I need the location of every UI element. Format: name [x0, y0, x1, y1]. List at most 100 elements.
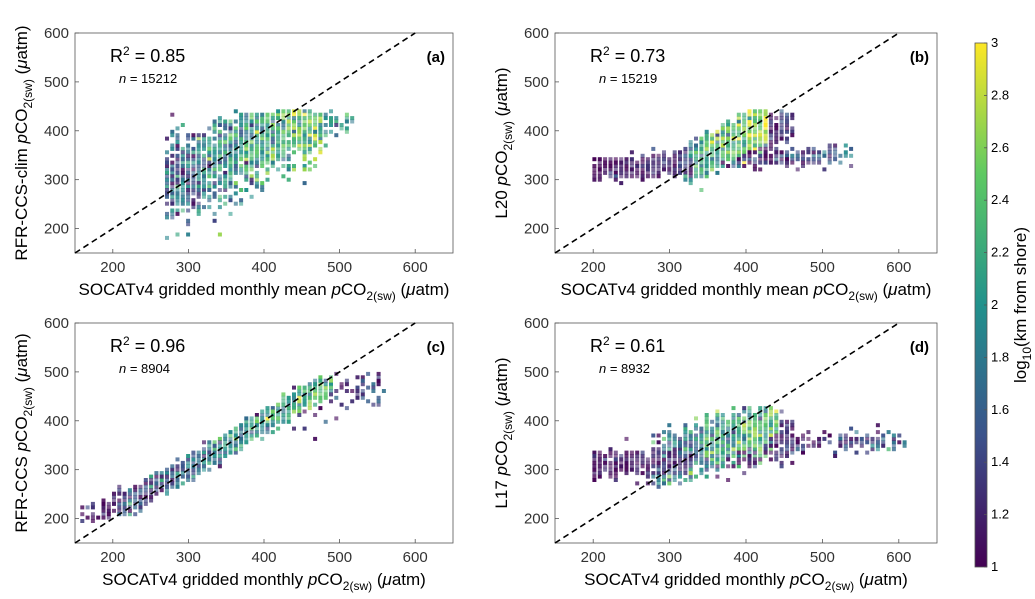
heatmap-cell	[688, 181, 693, 186]
heatmap-cell	[170, 481, 175, 486]
heatmap-cell	[704, 160, 709, 165]
heatmap-cell	[244, 423, 249, 428]
heatmap-cell	[239, 198, 244, 203]
heatmap-cell	[619, 174, 624, 179]
heatmap-cell	[202, 153, 206, 158]
heatmap-cell	[726, 146, 731, 151]
heatmap-cell	[260, 150, 265, 155]
heatmap-cell	[656, 447, 661, 452]
heatmap-cell	[849, 153, 854, 158]
heatmap-cell	[758, 430, 763, 435]
heatmap-cell	[667, 481, 672, 486]
heatmap-cell	[297, 119, 302, 124]
heatmap-cell	[175, 160, 180, 165]
heatmap-cell	[833, 143, 838, 148]
heatmap-cell	[624, 174, 629, 179]
heatmap-cell	[726, 440, 731, 445]
heatmap-cell	[656, 454, 661, 458]
heatmap-cell	[747, 460, 752, 465]
heatmap-cell	[806, 157, 811, 162]
heatmap-cell	[202, 136, 206, 141]
heatmap-cell	[768, 153, 773, 158]
heatmap-cell	[254, 426, 259, 431]
heatmap-cell	[244, 167, 249, 172]
heatmap-cell	[715, 443, 720, 448]
heatmap-cell	[175, 457, 180, 462]
heatmap-cell	[619, 167, 624, 172]
heatmap-cell	[175, 140, 180, 145]
heatmap-cell	[662, 471, 666, 476]
heatmap-cell	[774, 146, 779, 151]
heatmap-cell	[191, 478, 196, 482]
heatmap-cell	[186, 191, 191, 196]
heatmap-cell	[747, 140, 752, 145]
heatmap-cell	[785, 164, 789, 168]
heatmap-cell	[806, 436, 811, 441]
heatmap-cell	[597, 457, 602, 462]
heatmap-cell	[678, 460, 682, 465]
heatmap-cell	[207, 146, 212, 151]
heatmap-cell	[726, 464, 731, 469]
heatmap-cell	[672, 447, 677, 452]
heatmap-cell	[827, 153, 832, 158]
heatmap-cell	[731, 140, 736, 145]
heatmap-cell	[902, 440, 907, 445]
heatmap-cell	[752, 454, 757, 458]
heatmap-cell	[720, 436, 725, 441]
heatmap-cell	[223, 447, 228, 452]
heatmap-cell	[694, 416, 698, 421]
heatmap-cell	[281, 109, 286, 114]
heatmap-cell	[143, 488, 148, 493]
heatmap-cell	[710, 426, 715, 431]
heatmap-cell	[752, 460, 757, 465]
heatmap-cell	[758, 160, 763, 165]
heatmap-cell	[645, 164, 650, 168]
heatmap-cell	[212, 194, 217, 199]
heatmap-cell	[785, 129, 789, 134]
heatmap-cell	[191, 181, 196, 186]
heatmap-cell	[726, 426, 731, 431]
heatmap-cell	[276, 109, 281, 114]
heatmap-cell	[239, 146, 244, 151]
heatmap-cell	[720, 164, 725, 168]
heatmap-cell	[763, 123, 768, 127]
heatmap-cell	[747, 443, 752, 448]
heatmap-cell	[143, 491, 148, 496]
heatmap-cell	[720, 136, 725, 141]
heatmap-cell	[613, 454, 618, 458]
heatmap-cell	[672, 450, 677, 455]
heatmap-cell	[699, 430, 704, 435]
heatmap-cell	[223, 433, 228, 438]
heatmap-cell	[318, 119, 323, 124]
heatmap-cell	[281, 143, 286, 148]
heatmap-cell	[843, 150, 848, 155]
heatmap-cell	[597, 174, 602, 179]
heatmap-cell	[758, 129, 763, 134]
heatmap-cell	[742, 153, 747, 158]
heatmap-cell	[202, 464, 206, 469]
heatmap-cell	[790, 447, 795, 452]
heatmap-cell	[688, 443, 693, 448]
heatmap-cell	[822, 153, 827, 158]
heatmap-cell	[747, 160, 752, 165]
heatmap-cell	[371, 382, 376, 387]
heatmap-cell	[715, 474, 720, 479]
heatmap-cell	[699, 160, 704, 165]
heatmap-cell	[613, 174, 618, 179]
heatmap-cell	[758, 150, 763, 155]
heatmap-cell	[270, 164, 275, 168]
heatmap-cell	[281, 146, 286, 151]
heatmap-cell	[254, 170, 259, 175]
heatmap-cell	[699, 454, 704, 458]
heatmap-cell	[207, 205, 212, 210]
one-to-one-line	[554, 322, 900, 544]
heatmap-cell	[747, 112, 752, 117]
heatmap-cell	[249, 153, 254, 158]
heatmap-cell	[742, 457, 747, 462]
heatmap-cell	[774, 443, 779, 448]
heatmap-cell	[720, 430, 725, 435]
heatmap-cell	[752, 150, 757, 155]
heatmap-cell	[758, 450, 763, 455]
heatmap-cell	[758, 167, 763, 172]
